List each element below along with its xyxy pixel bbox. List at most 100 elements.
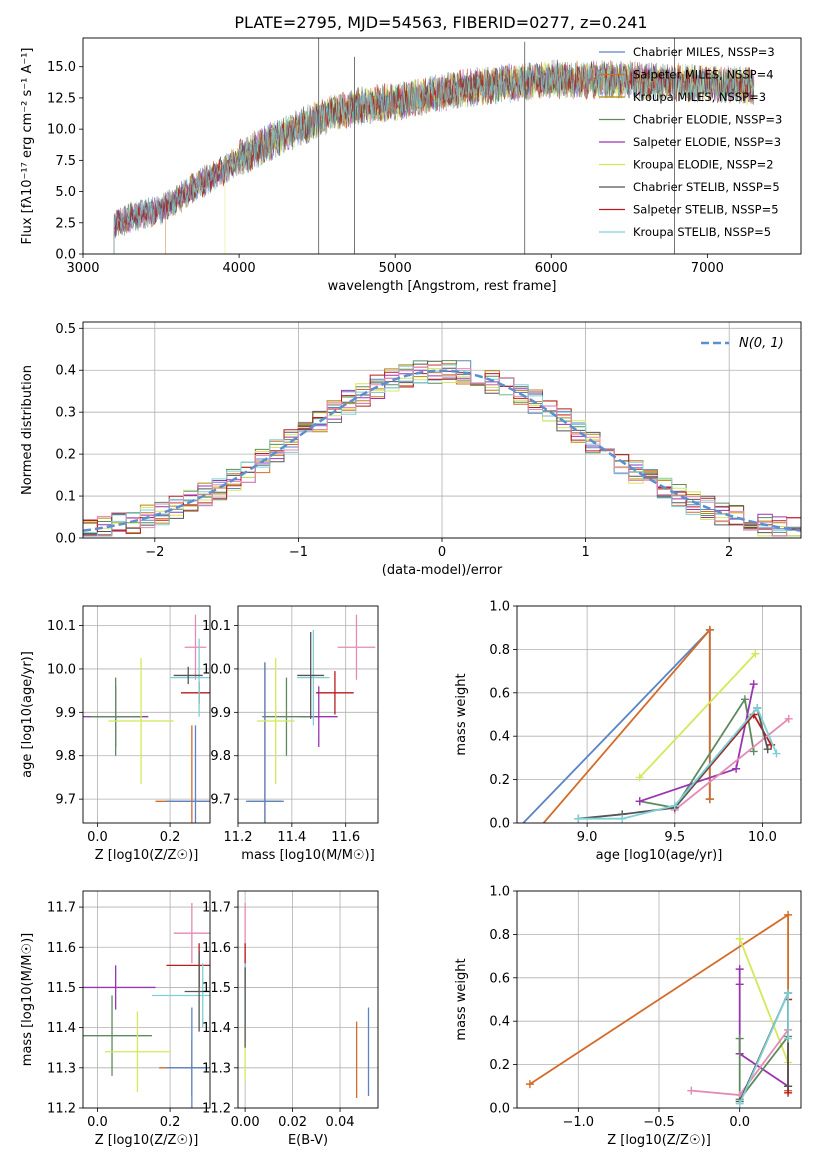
y-tick-label: 0.0 (55, 248, 76, 263)
x-tick-label: −2 (145, 545, 164, 560)
legend-label: N(0, 1) (739, 336, 784, 351)
spectrum-series-line (113, 59, 755, 254)
weight-series-line (738, 938, 789, 1063)
spectrum-series-line (113, 59, 755, 254)
weight-point-marker (705, 795, 714, 804)
x-tick-label: 3000 (66, 261, 99, 276)
weight-point-marker (784, 1034, 793, 1043)
y-tick-label: 11.6 (47, 941, 76, 956)
x-tick-label: 0.0 (87, 830, 108, 845)
axes-frame (82, 890, 211, 1109)
y-tick-label: 11.5 (47, 981, 76, 996)
y-tick-label: 11.7 (202, 901, 231, 916)
x-tick-label: 1 (581, 545, 589, 560)
mass-vs-EBV-panel: 0.00 0.02 0.04 11.2 11.3 11.4 11.5 11.6 11.7 E(B-… (202, 890, 379, 1148)
x-tick-label: 9.5 (664, 830, 685, 845)
y-tick-label: 0.6 (489, 686, 510, 701)
plot-area (246, 614, 376, 823)
weight-point-marker (749, 747, 758, 756)
weight-vs-age-panel: 9.0 9.5 10.0 0.0 0.2 0.4 0.6 0.8 1.0 age [log10(a… (454, 600, 802, 863)
y-tick-label: 0.3 (55, 406, 76, 421)
x-tick-label: −1 (289, 545, 308, 560)
y-tick-label: 1.0 (489, 600, 510, 615)
weight-point-marker (735, 980, 744, 989)
weight-point-marker (513, 826, 521, 834)
x-axis-label: wavelength [Angstrom, rest frame] (328, 279, 557, 294)
legend-label: Chabrier ELODIE, NSSP=3 (633, 113, 782, 127)
x-axis-label: (data-model)/error (382, 563, 503, 578)
normal-curve (83, 369, 801, 532)
weight-point-marker (784, 1082, 793, 1091)
legend-label: Chabrier STELIB, NSSP=5 (633, 180, 780, 194)
legend: Chabrier MILES, NSSP=3 Salpeter MILES, NS… (599, 45, 782, 239)
x-axis-label: E(B-V) (288, 1133, 328, 1148)
axes-frame (82, 321, 802, 539)
y-tick-label: 15.0 (47, 60, 76, 75)
y-tick-label: 11.3 (47, 1061, 76, 1076)
y-tick-label: 0.4 (489, 1015, 510, 1030)
axes-frame (82, 605, 211, 824)
weight-point-marker (751, 649, 760, 658)
y-tick-label: 10.1 (202, 619, 231, 634)
legend-label: Kroupa STELIB, NSSP=5 (633, 225, 771, 239)
x-tick-label: −0.5 (643, 1115, 675, 1130)
y-tick-label: 11.5 (202, 981, 231, 996)
x-tick-label: 0.2 (160, 1115, 181, 1130)
y-tick-label: 11.4 (202, 1021, 231, 1036)
axes-frame (237, 605, 379, 824)
x-tick-label: 0 (438, 545, 446, 560)
y-tick-label: 10.0 (47, 123, 76, 138)
axes-frame (237, 890, 379, 1109)
residual-distribution-panel: −2 −1 0 1 2 0.0 0.1 0.2 0.3 0.4 0.5 (data-model)/er… (20, 321, 802, 578)
y-axis-label: Flux [fλ10⁻¹⁷ erg cm⁻² s⁻¹ A⁻¹] (20, 48, 35, 245)
x-tick-label: 0.2 (160, 830, 181, 845)
y-tick-label: 2.5 (55, 216, 76, 231)
weight-point-marker (735, 1034, 744, 1043)
y-tick-label: 0.0 (55, 532, 76, 547)
y-axis-label: Normed distribution (20, 365, 35, 495)
x-axis-label: Z [log10(Z/Z☉)] (607, 1133, 711, 1148)
weight-point-marker (670, 801, 679, 810)
weight-series-line (738, 969, 789, 1088)
weight-point-marker (763, 745, 772, 754)
age-vs-mass-panel: 11.2 11.4 11.6 9.7 9.8 9.9 10.0 10.1 mass [log10… (202, 605, 379, 863)
weight-point-marker (749, 680, 758, 689)
x-tick-label: 11.2 (224, 830, 253, 845)
weight-point-marker (740, 695, 749, 704)
weight-point-marker (525, 1080, 534, 1089)
figure-title: PLATE=2795, MJD=54563, FIBERID=0277, z=0… (234, 13, 647, 32)
y-tick-label: 0.0 (489, 817, 510, 832)
legend: N(0, 1) (701, 336, 784, 351)
y-tick-label: 9.9 (210, 706, 231, 721)
weight-point-marker (735, 1099, 744, 1108)
weight-series-line (639, 683, 755, 803)
axes-frame (516, 605, 802, 824)
y-tick-label: 0.5 (55, 322, 76, 337)
y-tick-label: 9.7 (55, 793, 76, 808)
x-tick-label: 10.0 (748, 830, 777, 845)
weight-point-marker (735, 934, 744, 943)
y-tick-label: 0.0 (489, 1102, 510, 1117)
y-axis-label: mass weight (454, 673, 469, 755)
y-tick-label: 9.8 (55, 749, 76, 764)
weight-point-marker (705, 625, 714, 634)
y-tick-label: 10.0 (47, 662, 76, 677)
weight-point-marker (534, 826, 542, 834)
y-tick-label: 0.4 (489, 730, 510, 745)
weight-point-marker (635, 797, 644, 806)
legend-label: Chabrier MILES, NSSP=3 (633, 45, 775, 59)
x-tick-label: 4000 (223, 261, 256, 276)
x-tick-label: 0.0 (729, 1115, 750, 1130)
weight-point-marker (635, 773, 644, 782)
plot-area (83, 360, 801, 538)
weight-series-line (738, 992, 789, 1105)
y-tick-label: 9.9 (55, 706, 76, 721)
weight-series-line (639, 696, 755, 809)
weight-point-marker (732, 764, 741, 773)
legend-label: Kroupa ELODIE, NSSP=2 (633, 158, 774, 172)
weight-vs-Z-panel: −1.0 −0.5 0.0 0.0 0.2 0.4 0.6 0.8 1.0 Z [log10(Z/… (454, 885, 802, 1148)
y-tick-label: 7.5 (55, 154, 76, 169)
plot-area (83, 903, 210, 1108)
x-axis-label: Z [log10(Z/Z☉)] (95, 1133, 199, 1148)
